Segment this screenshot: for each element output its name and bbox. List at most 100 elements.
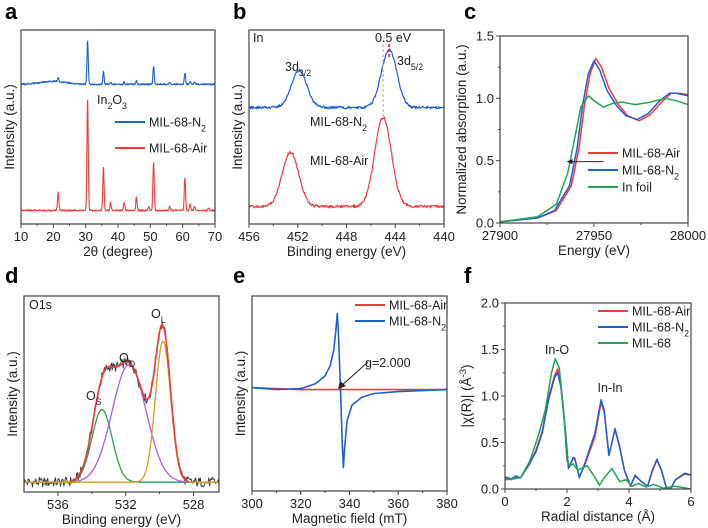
legend-label: MIL-68-N2 <box>622 164 679 182</box>
y-axis-label: Normalized absorption (a.u.) <box>454 44 469 214</box>
x-tick-label: 448 <box>336 229 358 244</box>
annotation-3d52: 3d5/2 <box>397 54 423 72</box>
x-axis-label: Energy (eV) <box>558 243 630 258</box>
x-tick-label: 320 <box>290 496 312 511</box>
raw-data-line <box>23 321 220 488</box>
x-tick-label: 2 <box>563 494 570 509</box>
x-tick-label: 28000 <box>670 228 706 243</box>
panel-e: e MIL-68-Air MIL-68-N2 g=2.000 300 320 340 360 3… <box>233 263 458 526</box>
component-O_S <box>24 409 219 483</box>
legend-label: MIL-68-Air <box>389 299 447 313</box>
x-tick-label: 444 <box>384 229 406 244</box>
series-line <box>504 372 692 489</box>
arrow-shaft <box>340 361 369 387</box>
x-tick-label: 27950 <box>576 228 612 243</box>
envelope-line <box>70 323 189 483</box>
x-tick-label: 456 <box>238 229 260 244</box>
x-tick-label: 4 <box>625 494 632 509</box>
annotation-od: OD <box>119 351 135 369</box>
annotation-os: OS <box>86 389 102 407</box>
series-line <box>499 60 689 223</box>
annotation-in: In <box>253 31 263 45</box>
panel-letter: b <box>233 0 246 24</box>
x-tick-label: 360 <box>387 496 409 511</box>
x-tick-label: 532 <box>115 497 137 512</box>
x-tick-label: 536 <box>47 497 69 512</box>
y-axis-label: |χ(R)| (Å-3) <box>458 365 475 428</box>
x-tick-label: 20 <box>46 229 60 244</box>
series-label-air: MIL-68-Air <box>310 154 368 168</box>
plot-frame <box>23 295 220 493</box>
y-axis-label: Intensity (a.u.) <box>2 84 17 170</box>
annotation-in-o: In-O <box>545 343 570 357</box>
y-tick-label: 0.5 <box>481 435 499 450</box>
x-axis-label: Radial distance (Å) <box>541 509 655 524</box>
series-line <box>499 57 689 223</box>
x-axis-label: Binding energy (eV) <box>287 244 406 259</box>
annotation-3d32: 3d3/2 <box>285 60 311 78</box>
y-axis-label: Intensity (a.u.) <box>5 351 20 437</box>
arrow-head-icon <box>566 159 573 165</box>
y-axis-label: Intensity (a.u.) <box>233 351 248 437</box>
panel-letter: c <box>464 0 476 24</box>
x-tick-label: 50 <box>143 229 157 244</box>
legend-label: MIL-68-N2 <box>149 116 206 134</box>
x-tick-label: 0 <box>501 494 508 509</box>
series-line <box>251 312 448 469</box>
x-tick-label: 340 <box>339 496 361 511</box>
series-line <box>20 40 216 86</box>
legend-label: MIL-68-Air <box>149 142 207 156</box>
annotation-in2o3: In2O3 <box>97 93 127 111</box>
legend-label: MIL-68-N2 <box>632 321 689 339</box>
series-line <box>504 358 692 490</box>
x-tick-label: 40 <box>111 229 125 244</box>
annotation-shift: 0.5 eV <box>375 31 412 45</box>
y-tick-label: 2.0 <box>481 296 499 311</box>
panel-b: b In 3d3/2 0.5 eV 3d5/2 MIL-68-N2 MIL-68-Air 45… <box>230 0 455 259</box>
series-line <box>248 116 444 209</box>
x-tick-label: 528 <box>183 497 205 512</box>
annotation-g-value: g=2.000 <box>365 356 411 370</box>
x-tick-label: 60 <box>175 229 189 244</box>
y-tick-label: 1.5 <box>476 29 494 44</box>
x-tick-label: 27900 <box>482 228 518 243</box>
x-tick-label: 10 <box>14 229 28 244</box>
legend-label: MIL-68-Air <box>622 147 680 161</box>
legend-label: In foil <box>622 181 652 195</box>
x-tick-label: 380 <box>436 496 458 511</box>
panel-a: a MIL-68-N2 MIL-68-Air In2O3 10 20 30 40 50 60 70 2… <box>2 0 222 259</box>
y-tick-label: 0.0 <box>481 482 499 497</box>
x-tick-label: 6 <box>687 494 694 509</box>
y-tick-label: 0.0 <box>476 216 494 231</box>
panel-letter: a <box>5 0 18 24</box>
annotation-o1s: O1s <box>29 298 52 312</box>
y-tick-label: 0.5 <box>476 153 494 168</box>
y-tick-label: 1.0 <box>481 389 499 404</box>
y-axis-label: Intensity (a.u.) <box>230 84 245 170</box>
legend-label: MIL-68-Air <box>632 305 690 319</box>
x-tick-label: 300 <box>241 496 263 511</box>
panel-letter: e <box>233 263 245 288</box>
series-line <box>248 48 444 110</box>
x-tick-label: 452 <box>287 229 309 244</box>
component-O_D <box>24 363 219 483</box>
legend-label: MIL-68-N2 <box>389 315 446 333</box>
x-axis-label: Magnetic field (mT) <box>292 511 408 526</box>
annotation-in-in: In-In <box>597 381 622 395</box>
series-line <box>20 99 216 212</box>
x-axis-label: Binding energy (eV) <box>62 512 181 527</box>
panel-letter: f <box>464 263 472 288</box>
legend-label: MIL-68 <box>632 337 671 351</box>
series-label-n2: MIL-68-N2 <box>310 115 367 133</box>
arrow-head-icon <box>338 381 346 389</box>
x-axis-label: 2θ (degree) <box>83 244 153 259</box>
y-tick-label: 1.0 <box>476 91 494 106</box>
series-line <box>499 95 689 223</box>
x-tick-label: 30 <box>78 229 92 244</box>
x-tick-label: 70 <box>208 229 222 244</box>
x-tick-label: 440 <box>433 229 455 244</box>
